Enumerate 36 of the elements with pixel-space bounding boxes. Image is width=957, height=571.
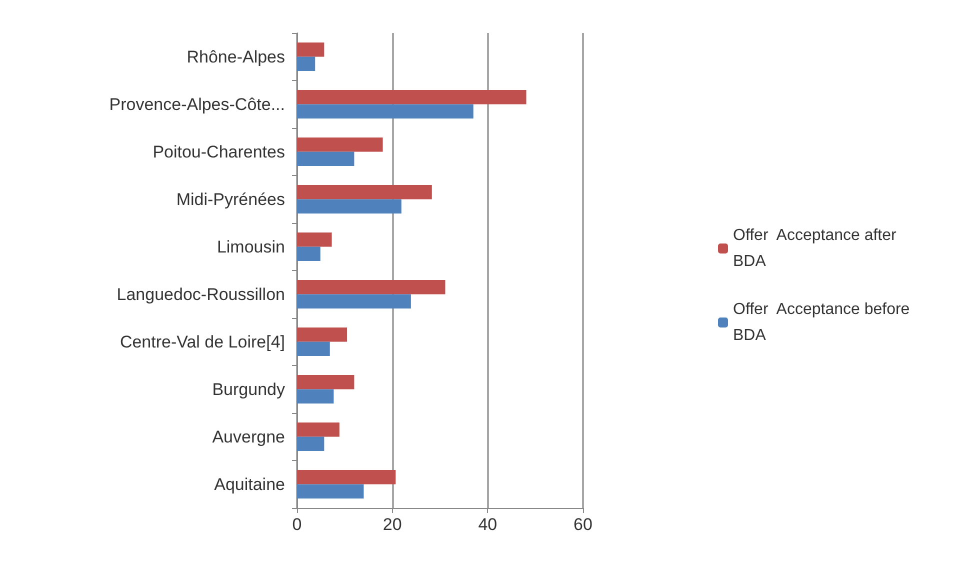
y-tick-label: Centre-Val de Loire[4] xyxy=(120,332,285,352)
bar xyxy=(297,138,383,152)
y-tick-label: Burgundy xyxy=(212,380,286,399)
bar xyxy=(297,90,526,104)
bar xyxy=(297,56,316,71)
bar xyxy=(297,280,446,294)
bar xyxy=(297,104,474,118)
y-tick-label: Auvergne xyxy=(212,427,285,446)
bar xyxy=(297,470,396,484)
x-tick-label: 60 xyxy=(574,515,592,534)
bar xyxy=(297,342,330,356)
legend-label: Offer Acceptance before BDA xyxy=(733,301,914,344)
y-tick-label: Poitou-Charentes xyxy=(152,142,285,162)
y-tick-label: Midi-Pyrénées xyxy=(176,190,285,209)
bar xyxy=(297,389,334,404)
y-tick-label: Aquitaine xyxy=(214,474,285,494)
y-tick-label: Rhône-Alpes xyxy=(186,47,285,66)
bar xyxy=(297,328,348,342)
y-tick-label: Limousin xyxy=(216,237,285,256)
bar xyxy=(297,42,324,57)
x-tick-label: 20 xyxy=(382,515,402,534)
bar xyxy=(297,199,402,214)
bar xyxy=(297,484,364,498)
bar xyxy=(297,232,332,247)
bar xyxy=(297,294,411,308)
y-tick-label: Languedoc-Roussillon xyxy=(116,284,285,304)
bar xyxy=(297,422,340,437)
x-tick-label: 40 xyxy=(478,515,498,534)
bar xyxy=(297,185,432,200)
x-tick-label: 0 xyxy=(292,515,302,534)
bar xyxy=(297,375,354,390)
y-tick-label: Provence-Alpes-Côte... xyxy=(109,94,285,114)
bar xyxy=(297,152,354,166)
bar xyxy=(297,436,324,451)
bar xyxy=(297,246,320,261)
legend-label: Offer Acceptance after BDA xyxy=(733,227,901,270)
